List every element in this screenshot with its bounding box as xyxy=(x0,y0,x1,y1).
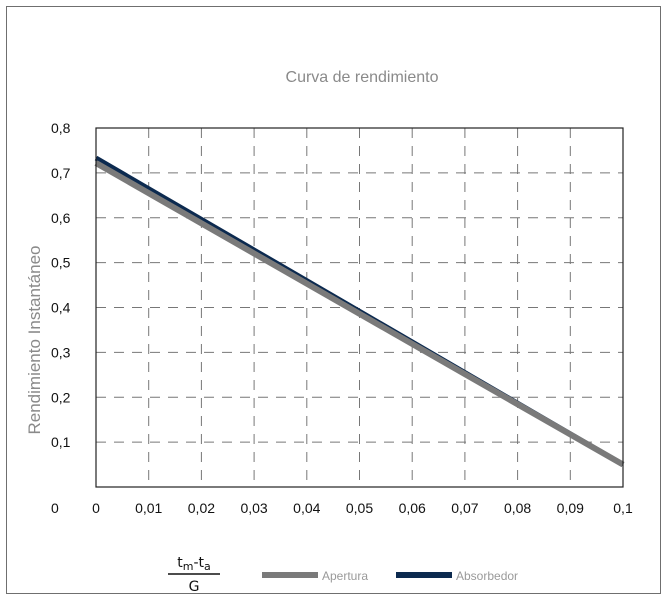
tick-labels: 0 0,01 0,02 0,03 0,04 0,05 0,06 0,07 0,08 0,09 0,1… xyxy=(51,120,633,516)
y-tick-label: 0,5 xyxy=(51,255,71,271)
x-axis-label: tm-ta G xyxy=(168,555,220,595)
x-tick-label: 0,09 xyxy=(557,500,584,516)
legend-label-apertura: Apertura xyxy=(322,569,368,583)
y-tick-label: 0,1 xyxy=(51,434,71,450)
x-tick-label: 0,03 xyxy=(240,500,267,516)
y-tick-label: 0,3 xyxy=(51,344,71,360)
legend: Apertura Absorbedor xyxy=(262,569,518,583)
chart-title: Curva de rendimiento xyxy=(286,69,439,86)
x-tick-label: 0,01 xyxy=(135,500,162,516)
x-tick-label: 0,05 xyxy=(346,500,373,516)
x-tick-label: 0,04 xyxy=(293,500,320,516)
y-tick-label: 0,8 xyxy=(51,120,71,136)
x-tick-label: 0,08 xyxy=(504,500,531,516)
y-tick-label: 0 xyxy=(51,500,59,516)
x-tick-label: 0,1 xyxy=(613,500,633,516)
y-tick-label: 0,6 xyxy=(51,210,71,226)
x-axis-label-denominator: G xyxy=(189,579,200,595)
y-axis-label: Rendimiento Instantáneo xyxy=(25,245,44,434)
x-tick-label: 0 xyxy=(92,500,100,516)
x-tick-label: 0,02 xyxy=(188,500,215,516)
x-tick-label: 0,07 xyxy=(451,500,478,516)
y-tick-label: 0,2 xyxy=(51,389,71,405)
y-tick-label: 0,7 xyxy=(51,165,71,181)
x-axis-label-numerator: tm-ta xyxy=(177,555,211,573)
grid xyxy=(96,128,623,487)
legend-label-absorbedor: Absorbedor xyxy=(456,569,518,583)
y-tick-label: 0,4 xyxy=(51,300,71,316)
x-tick-label: 0,06 xyxy=(399,500,426,516)
